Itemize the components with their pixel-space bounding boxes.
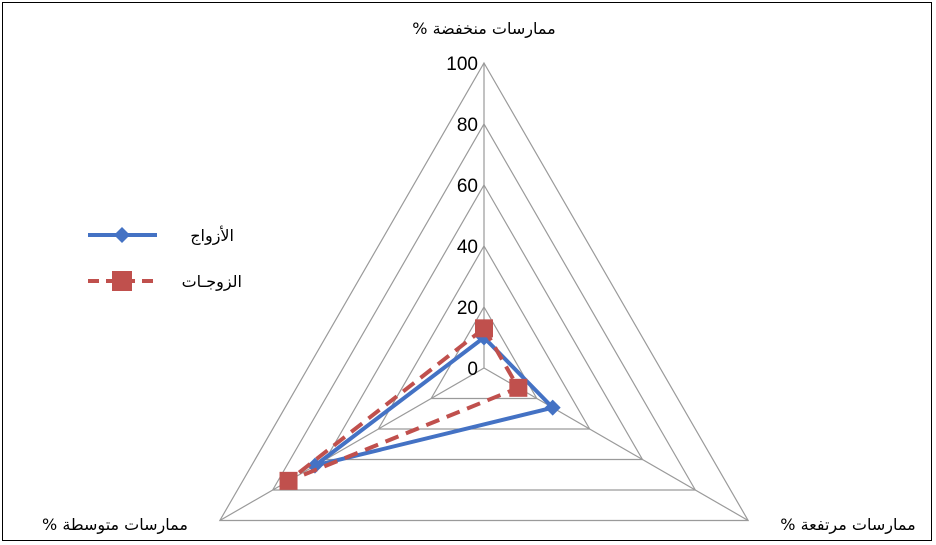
series-layer [279, 319, 561, 490]
grid-ring-60 [324, 183, 644, 461]
axis-labels: ممارسات منخفضة % ممارسات مرتفعة % ممارسا… [42, 19, 916, 535]
series-line-1 [286, 326, 521, 483]
legend-marker-wives [112, 271, 132, 291]
grid-ring-100 [218, 61, 750, 522]
axis-label-medium: ممارسات متوسطة % [42, 515, 188, 535]
radar-grid [218, 61, 750, 522]
tick-label-20: 20 [457, 298, 478, 319]
grid-spoke-1 [483, 367, 749, 522]
tick-label-40: 40 [457, 237, 478, 258]
axis-label-high: ممارسات مرتفعة % [780, 515, 915, 535]
tick-label-100: 100 [446, 54, 478, 75]
tick-label-60: 60 [457, 176, 478, 197]
tick-label-0: 0 [467, 359, 478, 380]
tick-label-80: 80 [457, 115, 478, 136]
series-1-point-2 [279, 471, 298, 490]
legend: الأزواج الزوجـات [88, 225, 242, 292]
series-1-point-0 [475, 319, 493, 338]
grid-ring-80 [271, 122, 697, 491]
series-0-point-2 [306, 457, 323, 474]
radial-tick-labels: 0 20 40 60 80 100 [446, 54, 478, 380]
legend-marker-husbands [114, 227, 130, 243]
axis-label-low: ممارسات منخفضة % [412, 19, 555, 39]
legend-label-wives: الزوجـات [182, 272, 242, 292]
grid-ring-40 [377, 244, 591, 430]
grid-ring-20 [430, 305, 538, 400]
series-1-point-1 [509, 378, 528, 397]
series-line-0 [312, 335, 555, 468]
legend-item-husbands: الأزواج [88, 225, 234, 246]
legend-item-wives: الزوجـات [88, 271, 242, 292]
legend-label-husbands: الأزواج [190, 225, 234, 246]
grid-spoke-2 [219, 367, 485, 522]
series-0-point-1 [544, 399, 561, 416]
